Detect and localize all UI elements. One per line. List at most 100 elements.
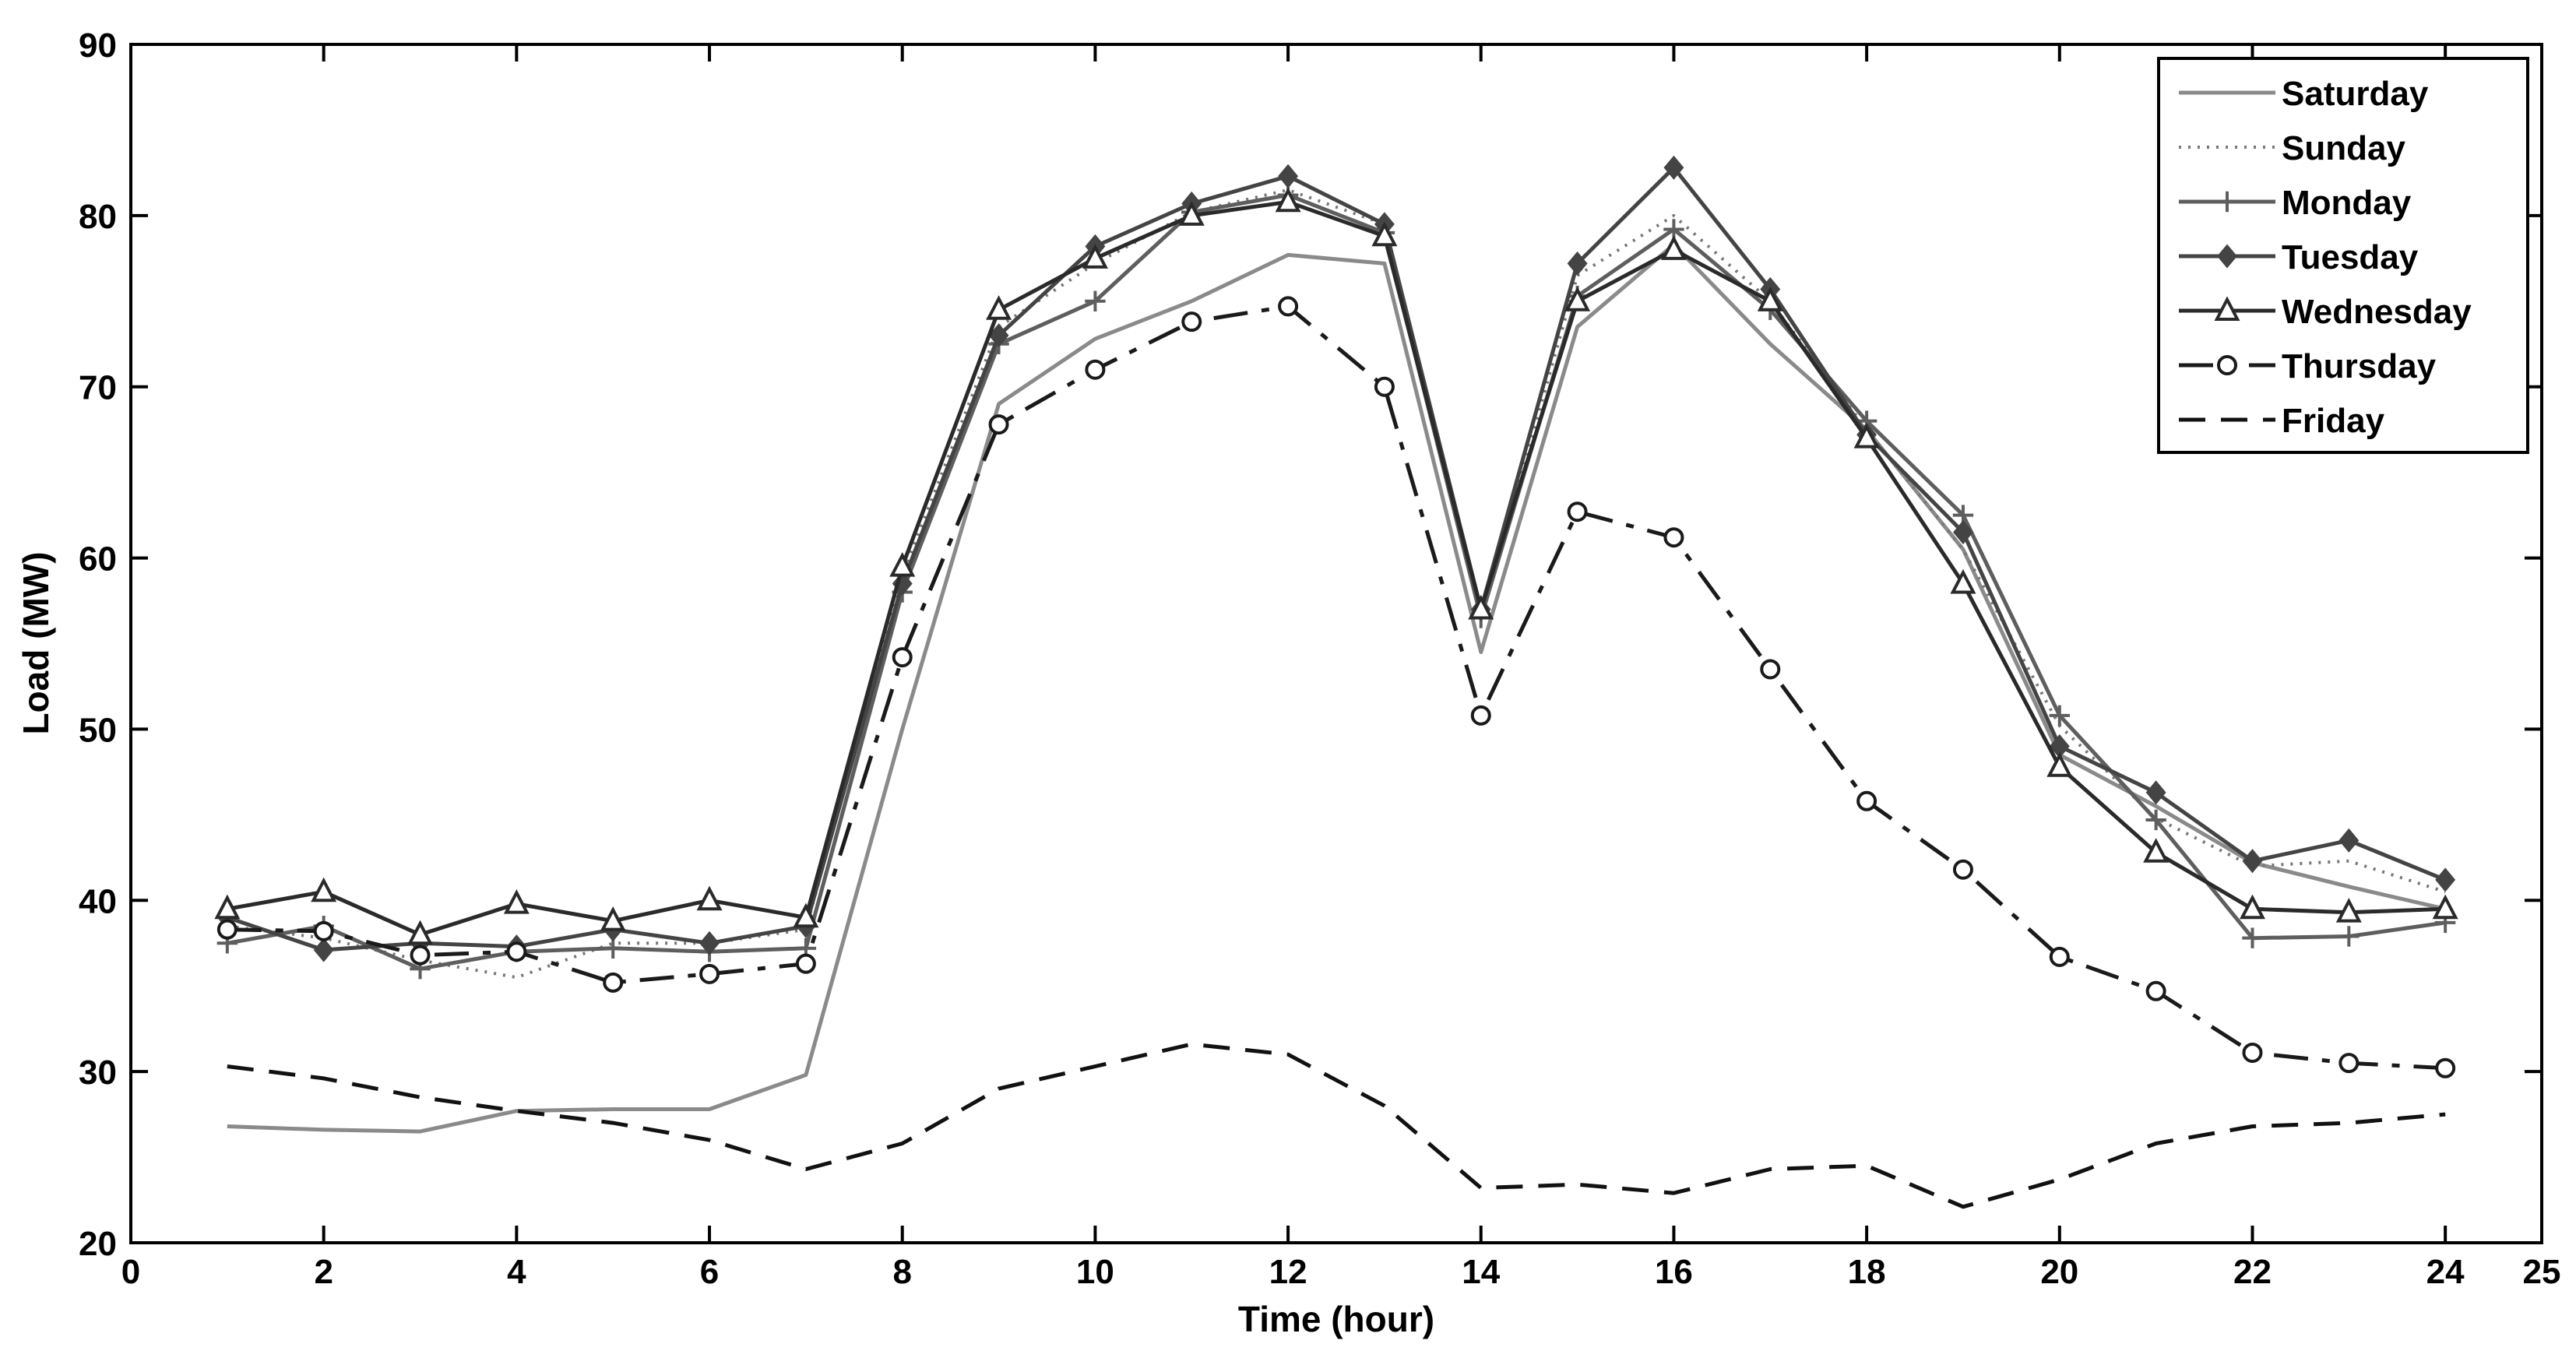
data-point-thursday — [2338, 1053, 2360, 1074]
x-tick-label: 22 — [2233, 1253, 2272, 1291]
data-point-wednesday — [311, 877, 337, 902]
data-point-wednesday — [1082, 244, 1108, 269]
data-point-thursday — [2435, 1057, 2456, 1078]
series-line-friday — [227, 1042, 2446, 1209]
data-point-wednesday — [1757, 287, 1783, 311]
data-point-wednesday — [1468, 594, 1494, 620]
data-point-tuesday — [2145, 780, 2166, 805]
legend-label-monday: Monday — [2282, 184, 2412, 222]
legend-label-tuesday: Tuesday — [2282, 238, 2419, 276]
y-tick-label: 20 — [79, 1225, 117, 1263]
data-point-thursday — [1760, 659, 1781, 680]
legend-marker-tuesday — [2217, 244, 2237, 269]
y-tick-label: 80 — [79, 198, 117, 236]
legend-marker-thursday — [2217, 355, 2237, 375]
x-tick-label: 24 — [2426, 1253, 2465, 1291]
y-tick-label: 60 — [79, 540, 117, 579]
data-point-tuesday — [699, 931, 720, 955]
data-point-tuesday — [1567, 251, 1588, 276]
data-point-wednesday — [986, 295, 1012, 320]
y-axis-label: Load (MW) — [16, 551, 56, 734]
x-tick-label: 0 — [121, 1253, 140, 1291]
x-tick-label: 4 — [507, 1253, 526, 1291]
data-point-thursday — [1278, 296, 1299, 317]
data-point-thursday — [1085, 359, 1106, 380]
data-point-wednesday — [407, 920, 434, 945]
data-point-wednesday — [1275, 187, 1301, 213]
data-point-monday — [2145, 809, 2166, 831]
data-point-thursday — [795, 953, 816, 974]
x-tick-label: 20 — [2040, 1253, 2078, 1291]
data-point-tuesday — [2242, 849, 2263, 874]
series-line-monday — [227, 193, 2446, 971]
data-point-wednesday — [2046, 752, 2073, 777]
data-point-wednesday — [793, 902, 819, 928]
series-layer — [214, 155, 2458, 1209]
legend: Saturday Sunday Monday Tuesday Wednesday Thur… — [2157, 57, 2529, 454]
data-point-thursday — [313, 920, 334, 941]
data-point-wednesday — [1371, 221, 1398, 247]
data-point-wednesday — [696, 885, 723, 911]
x-tick-label: 18 — [1848, 1253, 1886, 1291]
y-tick-label: 40 — [79, 882, 117, 920]
y-tick-label: 30 — [79, 1054, 117, 1092]
series-line-sunday — [227, 188, 2446, 980]
x-tick-label: 12 — [1269, 1253, 1307, 1291]
series-line-tuesday — [227, 165, 2447, 952]
data-point-tuesday — [1278, 164, 1299, 188]
data-point-thursday — [1856, 790, 1877, 811]
data-point-tuesday — [2435, 867, 2456, 892]
data-point-tuesday — [313, 938, 334, 962]
data-point-monday — [2049, 705, 2070, 726]
x-tick-label: 10 — [1076, 1253, 1114, 1291]
legend-marker-monday — [2216, 191, 2238, 213]
data-point-thursday — [2145, 980, 2166, 1001]
x-tick-label: 16 — [1655, 1253, 1693, 1291]
data-point-thursday — [2242, 1042, 2263, 1063]
data-point-wednesday — [1950, 568, 1976, 594]
data-point-wednesday — [1660, 235, 1687, 260]
data-point-thursday — [892, 647, 913, 668]
data-point-thursday — [1181, 311, 1202, 332]
data-point-tuesday — [1663, 155, 1684, 180]
data-point-wednesday — [1178, 201, 1205, 226]
plot-area — [129, 43, 2543, 1244]
series-line-thursday — [227, 304, 2446, 1071]
legend-label-thursday: Thursday — [2282, 347, 2437, 385]
legend-label-friday: Friday — [2282, 402, 2385, 440]
data-point-tuesday — [2338, 828, 2360, 853]
data-point-thursday — [216, 919, 238, 940]
data-point-thursday — [2049, 946, 2070, 967]
data-point-thursday — [699, 963, 720, 984]
data-point-thursday — [1470, 705, 1491, 726]
x-axis-label: Time (hour) — [1238, 1299, 1434, 1339]
data-point-thursday — [1567, 501, 1588, 522]
data-point-monday — [2242, 927, 2263, 948]
y-tick-label: 50 — [79, 711, 117, 749]
data-point-wednesday — [2239, 894, 2265, 920]
x-tick-label: 2 — [314, 1253, 333, 1291]
data-point-thursday — [603, 972, 624, 993]
y-tick-label: 90 — [79, 26, 117, 65]
data-point-wednesday — [600, 906, 626, 931]
data-point-wednesday — [214, 894, 241, 920]
x-tick-label: 25 — [2523, 1253, 2561, 1291]
data-point-wednesday — [503, 889, 530, 914]
data-point-monday — [1085, 290, 1106, 311]
legend-label-saturday: Saturday — [2282, 75, 2429, 113]
series-line-saturday — [227, 242, 2446, 1134]
legend-marker-wednesday — [2214, 296, 2240, 321]
data-point-monday — [2338, 926, 2360, 947]
data-point-tuesday — [1953, 520, 1973, 545]
data-point-wednesday — [1564, 287, 1591, 311]
legend-label-sunday: Sunday — [2282, 129, 2405, 167]
data-point-thursday — [1663, 527, 1684, 548]
data-point-wednesday — [1853, 424, 1880, 449]
series-line-wednesday — [227, 199, 2446, 937]
x-tick-label: 6 — [700, 1253, 719, 1291]
data-point-thursday — [1952, 859, 1973, 880]
legend-label-wednesday: Wednesday — [2282, 293, 2472, 331]
data-point-thursday — [410, 945, 431, 966]
